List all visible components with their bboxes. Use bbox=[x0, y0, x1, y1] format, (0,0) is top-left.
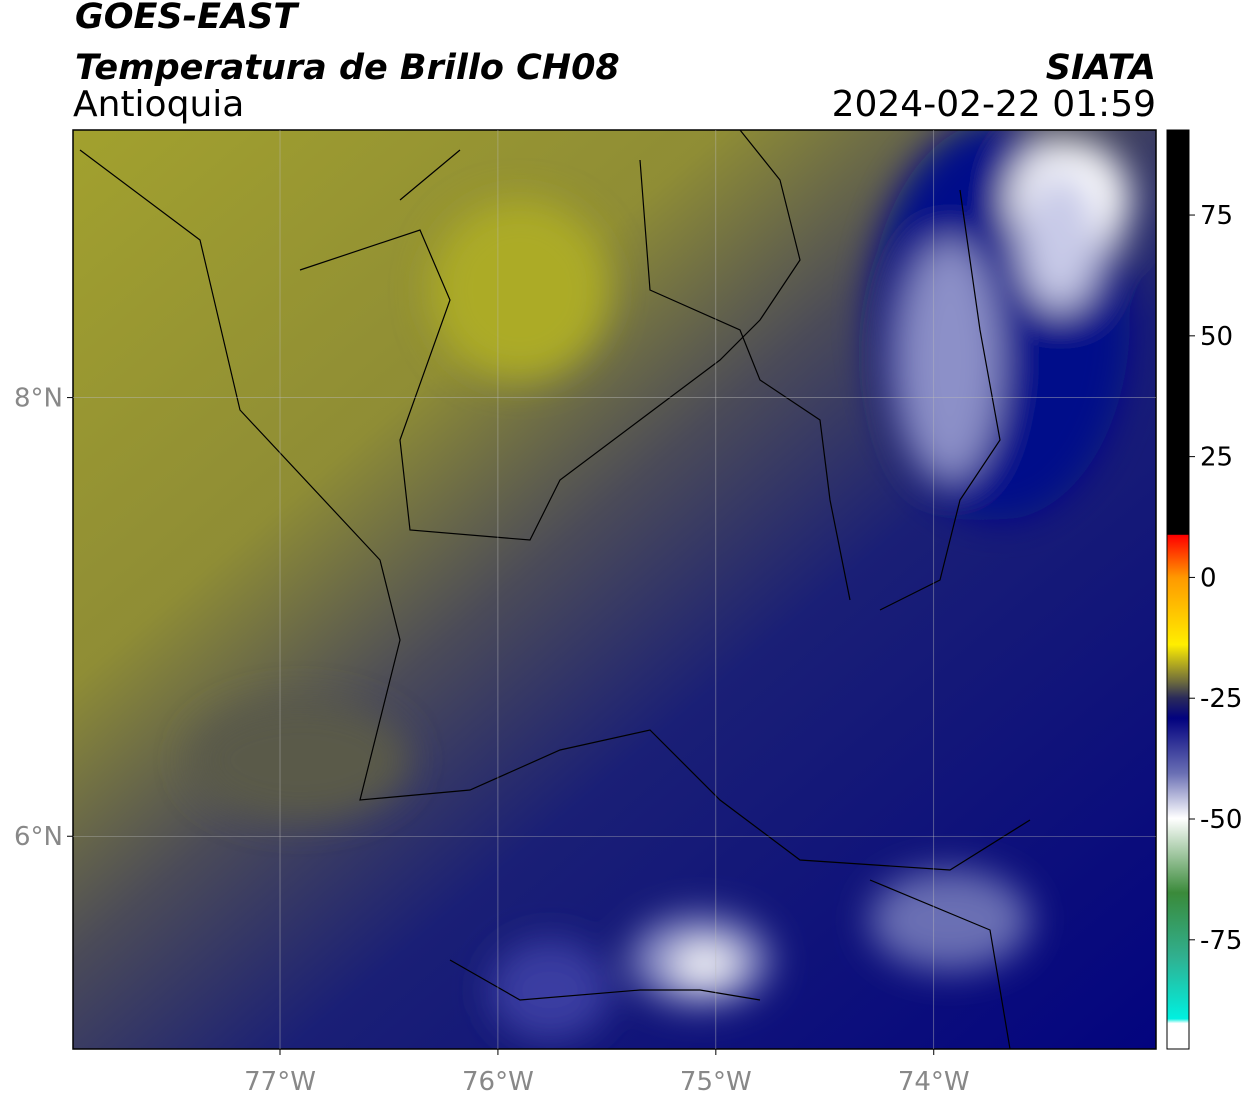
title: GOES-EAST bbox=[75, 0, 300, 37]
map-frame bbox=[72, 129, 1157, 1050]
colorbar-tick-label: -50 bbox=[1200, 805, 1242, 835]
colorbar-tick-label: 50 bbox=[1200, 322, 1233, 352]
region: Antioquia bbox=[73, 84, 244, 125]
x-tick-label: 77°W bbox=[244, 1067, 316, 1097]
map-image bbox=[73, 130, 1156, 1049]
datetime: 2024-02-22 01:59 bbox=[832, 84, 1156, 125]
y-tick-label: 6°N bbox=[14, 822, 63, 852]
colorbar-tick-label: 25 bbox=[1200, 443, 1233, 473]
colorbar-tick-label: -75 bbox=[1200, 926, 1242, 956]
colorbar bbox=[1166, 129, 1190, 1050]
source: SIATA bbox=[1046, 48, 1156, 88]
colorbar-tick-label: 75 bbox=[1200, 201, 1233, 231]
x-tick-label: 75°W bbox=[680, 1067, 752, 1097]
subtitle: Temperatura de Brillo CH08 bbox=[75, 48, 620, 88]
x-tick-label: 76°W bbox=[462, 1067, 534, 1097]
colorbar-tick-label: -25 bbox=[1200, 684, 1242, 714]
colorbar-tick-label: 0 bbox=[1200, 563, 1217, 593]
y-tick-label: 8°N bbox=[14, 384, 63, 414]
x-tick-label: 74°W bbox=[898, 1067, 970, 1097]
